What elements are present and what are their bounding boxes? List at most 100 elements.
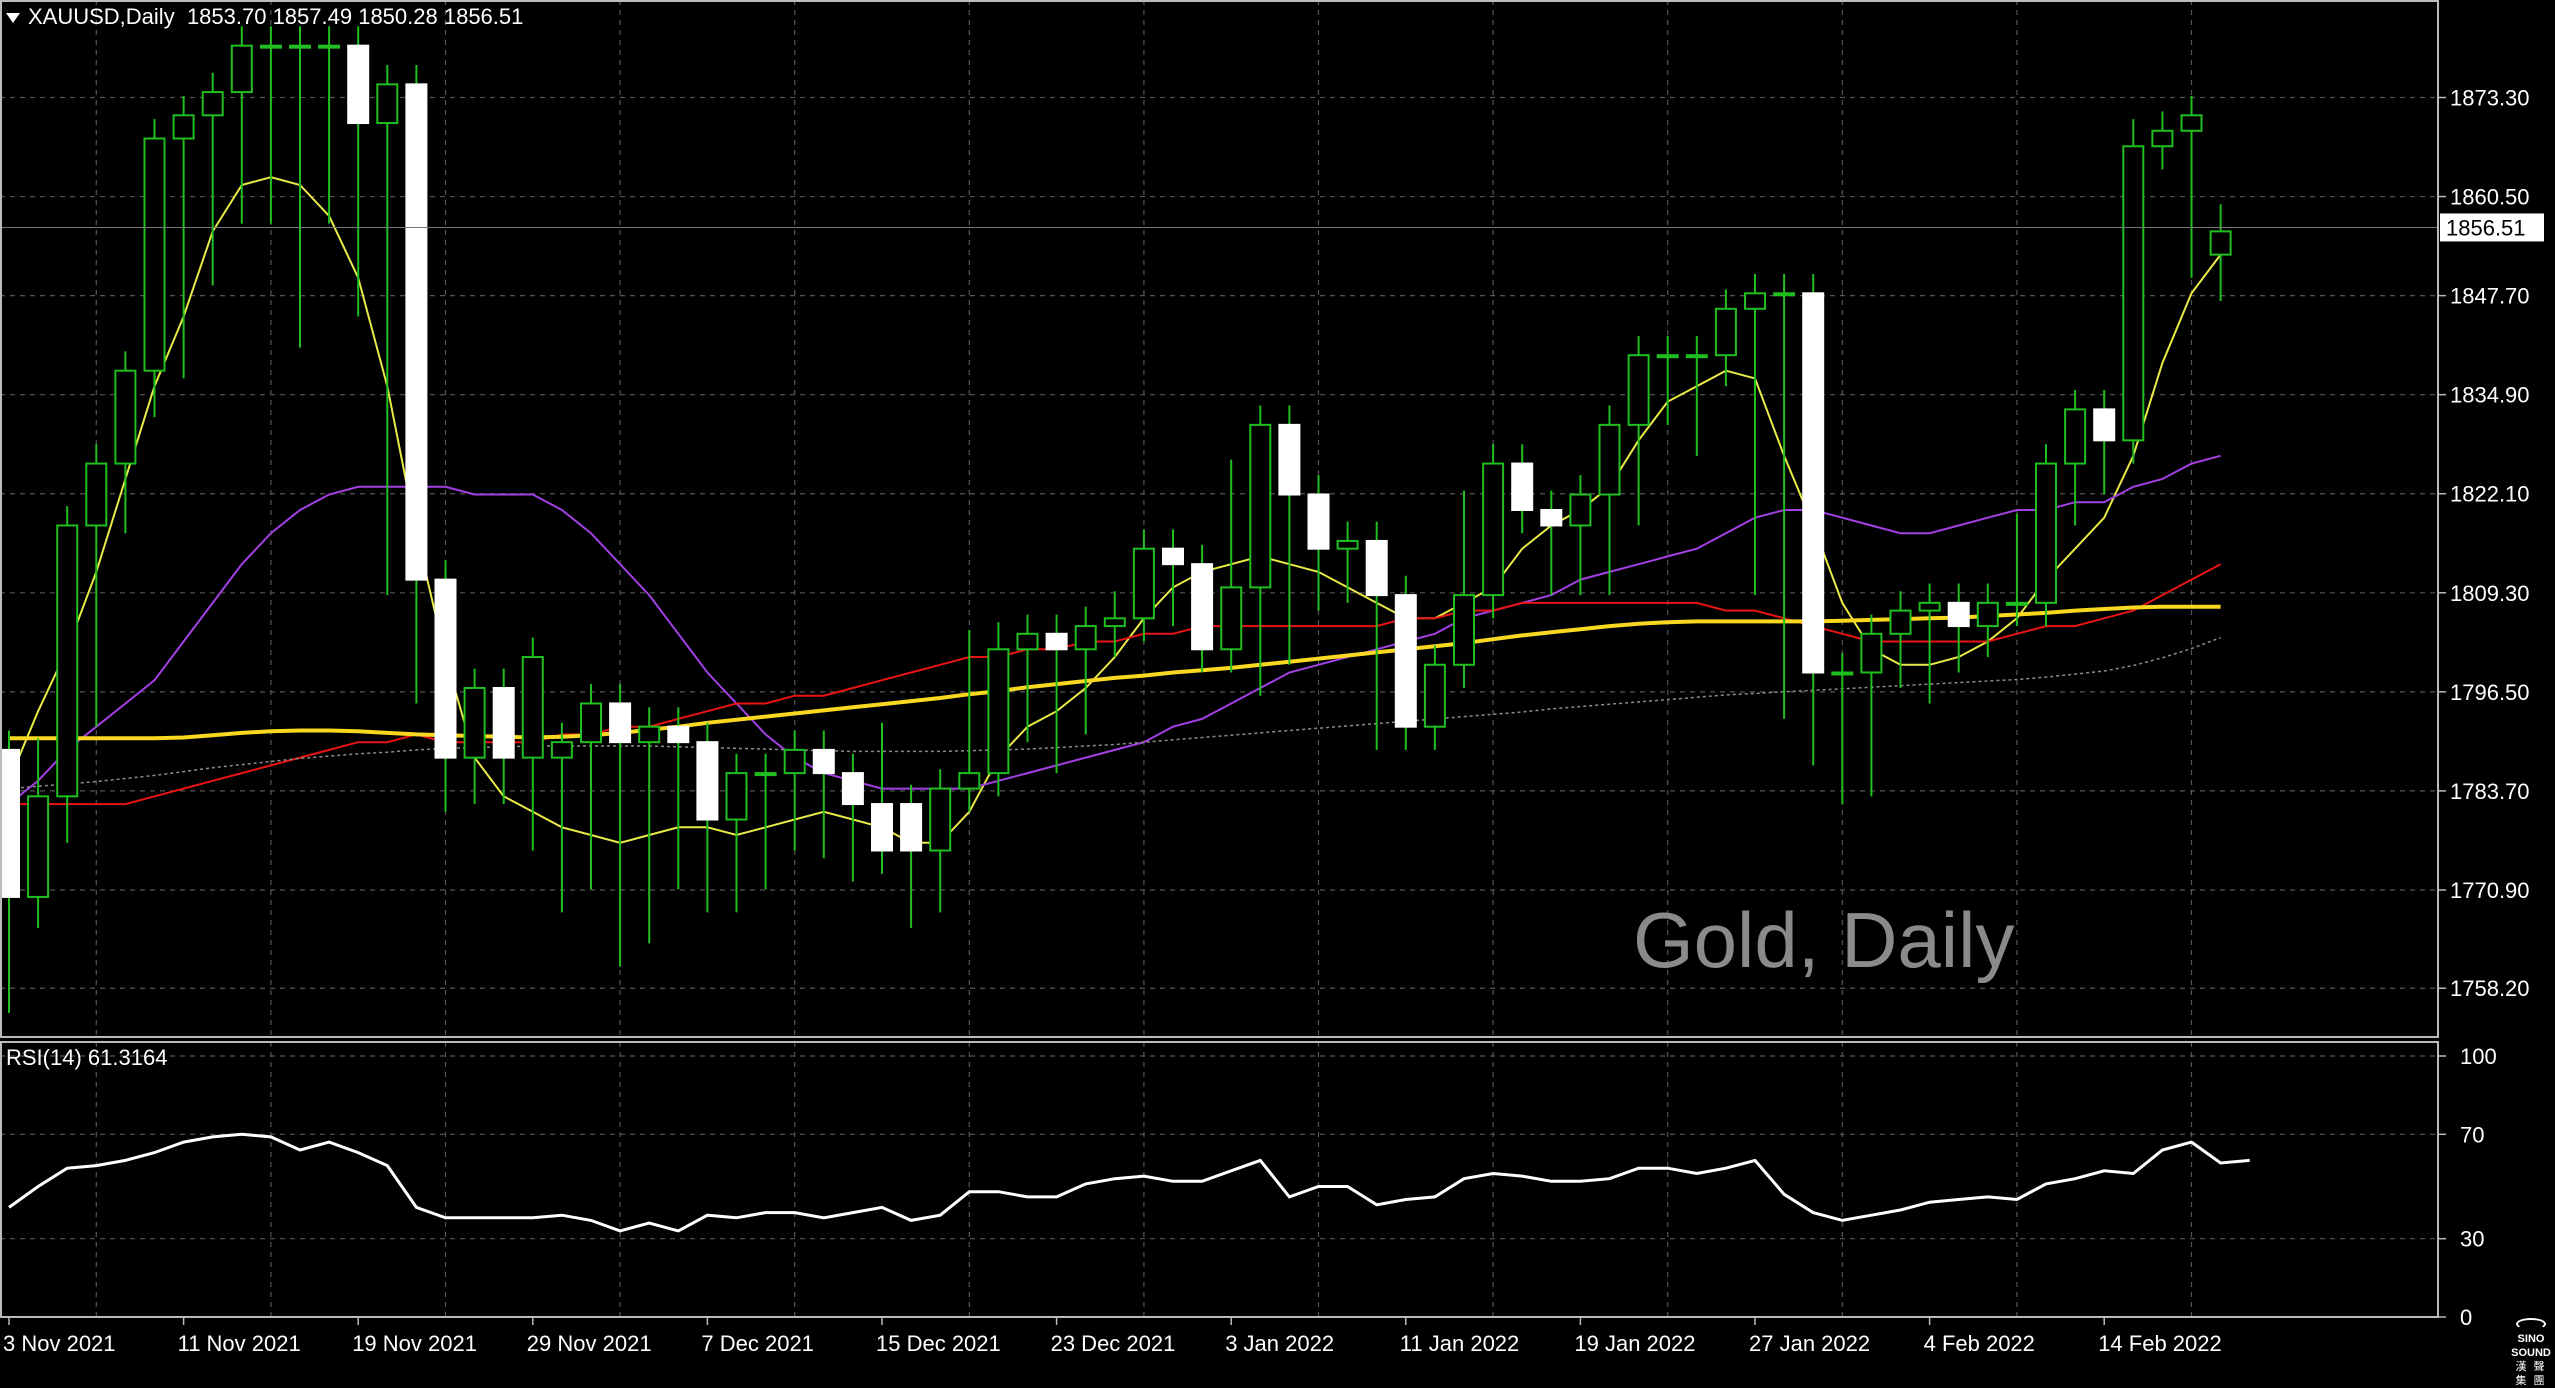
candle-body — [1482, 462, 1505, 597]
candle-body — [2005, 601, 2028, 606]
candle — [259, 26, 282, 224]
candle — [56, 506, 79, 843]
candle — [1191, 544, 1214, 673]
candle-body — [1336, 539, 1359, 550]
candle — [1889, 591, 1912, 688]
candle-body — [1511, 462, 1534, 511]
chart-header: XAUUSD,Daily 1853.70 1857.49 1850.28 185… — [6, 4, 523, 30]
candle-body — [2064, 408, 2087, 465]
rsi-tick-label: 30 — [2460, 1227, 2484, 1252]
rsi-tick-label: 70 — [2460, 1122, 2484, 1147]
rsi-axis: 100 70 30 0 — [2438, 1044, 2497, 1330]
candle — [2180, 95, 2203, 278]
candle — [1423, 645, 1446, 750]
candle — [1249, 405, 1272, 696]
date-tick-label: 19 Nov 2021 — [352, 1331, 477, 1356]
candle — [1976, 583, 1999, 658]
rsi-panel-frame — [0, 1041, 2439, 1318]
candle-body — [958, 772, 981, 790]
candle-body — [1307, 493, 1330, 550]
main-panel-frame — [0, 0, 2439, 1038]
brand-name: SINO SOUND — [2511, 1333, 2551, 1359]
candle-body — [230, 44, 253, 94]
price-tick-label: 1796.50 — [2450, 680, 2530, 705]
candle — [1016, 614, 1039, 743]
candle — [1569, 475, 1592, 596]
ma-line-1 — [8, 454, 2221, 805]
candle — [376, 65, 399, 596]
candle-body — [1453, 594, 1475, 666]
candle — [958, 629, 981, 812]
logo-mark-icon — [2516, 1318, 2546, 1330]
rsi-panel — [8, 1132, 2250, 1233]
candle-body — [0, 748, 20, 898]
current-price-box — [2440, 213, 2544, 242]
candle-body — [1394, 594, 1417, 728]
candle-body — [1744, 292, 1766, 310]
candle — [1103, 591, 1126, 658]
candle-body — [812, 748, 835, 775]
candle — [463, 668, 486, 805]
current-price-label: 1856.51 — [2446, 215, 2526, 240]
price-tick-label: 1860.50 — [2450, 185, 2530, 210]
candle — [1744, 273, 1766, 596]
price-tick-label: 1783.70 — [2450, 779, 2530, 804]
candle-body — [1889, 609, 1912, 635]
candle — [0, 730, 20, 1014]
rsi-tick-label: 100 — [2460, 1044, 2497, 1069]
candle-body — [1423, 663, 1446, 728]
date-tick-label: 11 Jan 2022 — [1400, 1331, 1519, 1356]
candle-body — [2122, 145, 2145, 442]
candle-body — [56, 524, 79, 798]
candle-body — [1162, 547, 1184, 566]
candle-body — [1191, 563, 1214, 651]
candle-body — [2035, 462, 2057, 604]
candle-body — [1598, 423, 1621, 496]
date-tick-label: 7 Dec 2021 — [701, 1331, 814, 1356]
chart-watermark: Gold, Daily — [1633, 896, 2015, 984]
candle — [696, 722, 719, 913]
candle-body — [1802, 292, 1825, 674]
candle — [667, 707, 690, 890]
candle — [318, 26, 341, 224]
candle-body — [27, 795, 50, 898]
candle — [2093, 390, 2116, 495]
date-tick-label: 29 Nov 2021 — [527, 1331, 652, 1356]
candle-body — [1278, 423, 1301, 496]
candle-body — [754, 772, 777, 777]
collapse-triangle-icon[interactable] — [6, 13, 20, 24]
candle-body — [2093, 408, 2116, 442]
candle — [1685, 335, 1708, 456]
candle-body — [609, 702, 632, 744]
candle — [1714, 289, 1737, 387]
date-tick-label: 27 Jan 2022 — [1749, 1331, 1870, 1356]
candle — [580, 684, 602, 890]
candle — [1656, 335, 1679, 425]
date-tick-label: 11 Nov 2021 — [178, 1331, 301, 1356]
candle-body — [900, 803, 923, 852]
candle-body — [1773, 292, 1796, 297]
candle-body — [1685, 354, 1708, 359]
candle-body — [1656, 354, 1679, 359]
candle — [725, 753, 748, 913]
candle-body — [667, 725, 690, 744]
candle-body — [1714, 307, 1737, 357]
candle — [1278, 405, 1301, 665]
candle-body — [1569, 493, 1592, 527]
candle — [1365, 521, 1388, 750]
candle — [754, 753, 777, 890]
candle — [783, 730, 806, 851]
candle — [85, 444, 108, 727]
candle — [1540, 490, 1563, 596]
candle-body — [929, 787, 952, 852]
candle — [521, 637, 544, 851]
candle — [1074, 606, 1097, 735]
candle-body — [85, 462, 108, 527]
candle — [812, 730, 835, 859]
date-tick-label: 3 Nov 2021 — [3, 1331, 116, 1356]
candlesticks — [0, 26, 2232, 1014]
candle — [2209, 204, 2232, 302]
candle-body — [1220, 586, 1243, 651]
candle-body — [725, 772, 748, 821]
